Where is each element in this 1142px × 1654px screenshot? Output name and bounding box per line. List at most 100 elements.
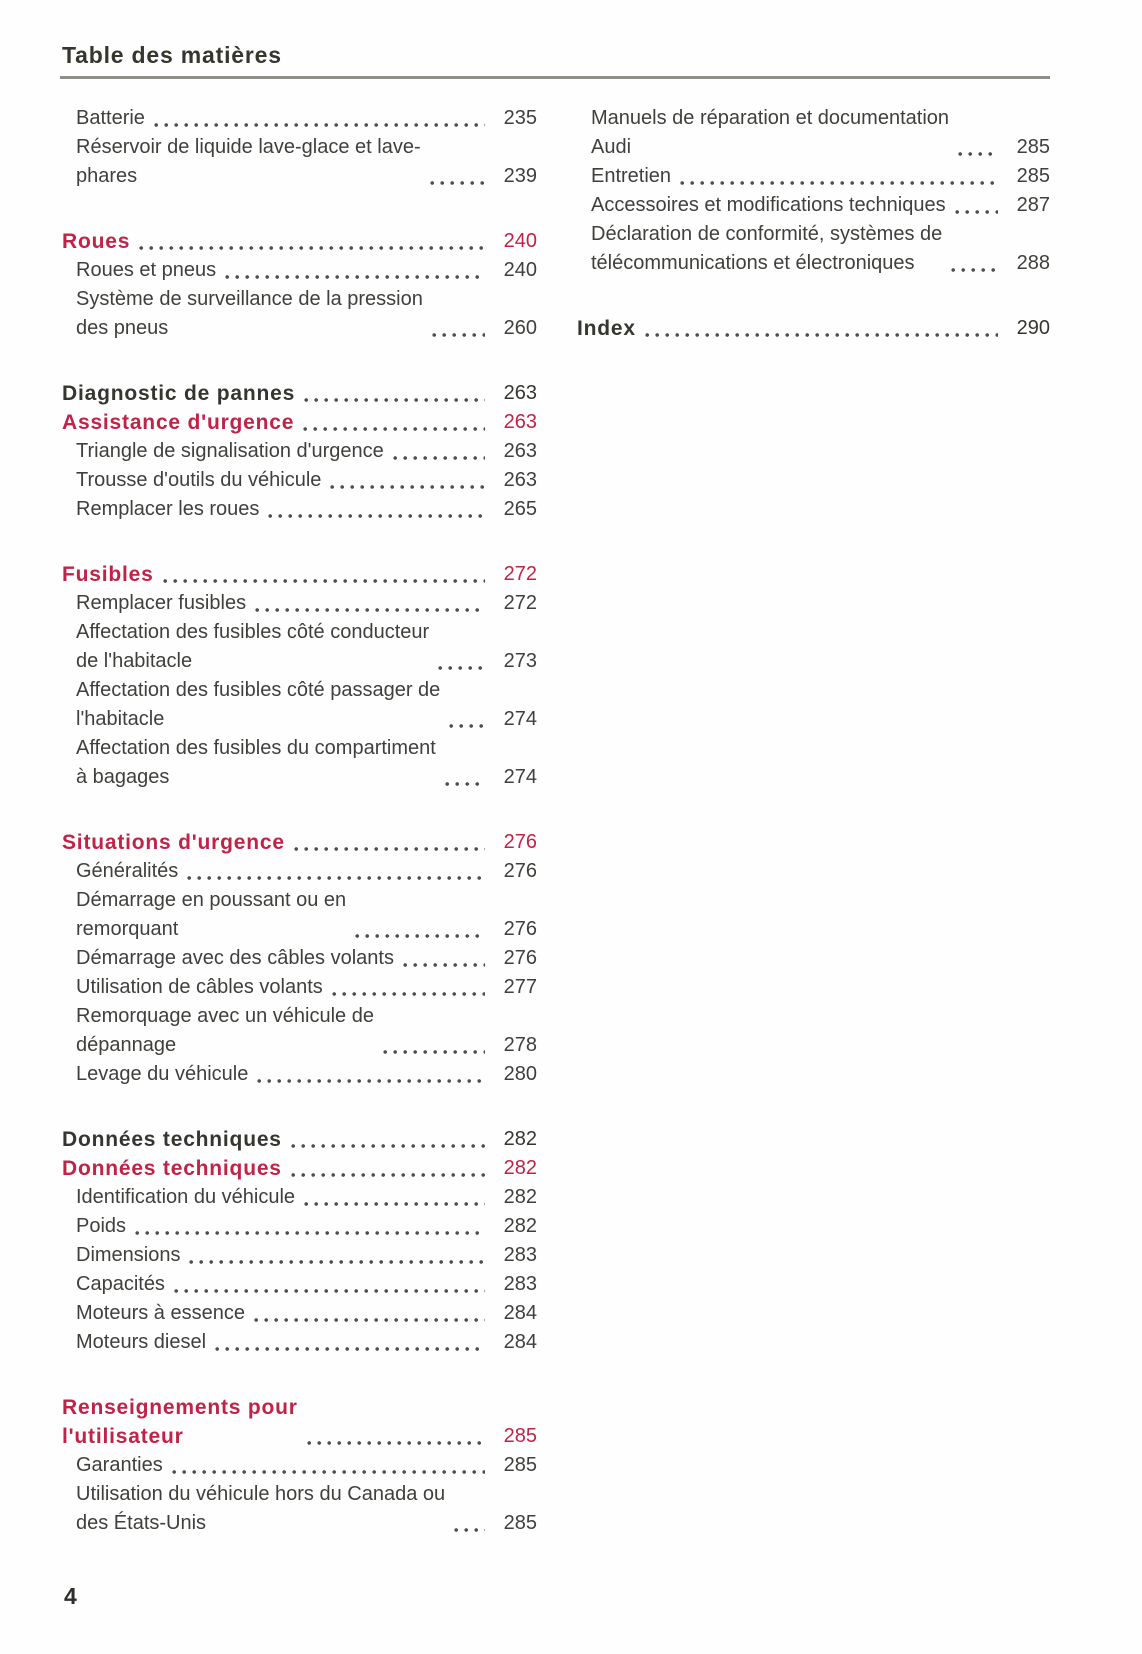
dot-leader [257,1078,485,1084]
toc-entry-label: Démarrage en poussant ou en remorquant [76,889,347,940]
toc-entry-label: Triangle de signalisation d'urgence [76,440,384,462]
toc-entry-page: 265 [503,498,537,520]
toc-entry-label: Données techniques [62,1128,282,1151]
toc-entry-label: Moteurs à essence [76,1302,245,1324]
toc-entry-page: 272 [503,592,537,614]
dot-leader [171,1469,485,1475]
toc-entry-page: 282 [503,1128,537,1150]
toc-entry-label: Garanties [76,1454,163,1476]
toc-section: Données techniques 282 Données techniques 2… [62,1125,537,1357]
toc-section: Roues 240 Roues et pneus 240 Système de surv… [62,227,537,343]
toc-entry: Utilisation du véhicule hors du Canada o… [62,1480,537,1538]
toc-section: Situations d'urgence 276 Généralités 276 Dém… [62,828,537,1089]
toc-entry: Généralités 276 [62,857,537,886]
toc-entry: Système de surveillance de la pression d… [62,285,537,343]
toc-entry: Entretien 285 [577,162,1050,191]
toc-entry-page: 290 [1016,317,1050,339]
toc-entry-label: Accessoires et modifications techniques [591,194,946,216]
dot-leader [162,578,485,584]
toc-entry-page: 240 [503,230,537,252]
dot-leader [215,1346,485,1352]
toc-entry: Accessoires et modifications techniques 2… [577,191,1050,220]
toc-entry-page: 276 [503,860,537,882]
toc-section: Renseignements pour l'utilisateur 285 Gara… [62,1393,537,1538]
toc-entry-label: Situations d'urgence [62,831,285,854]
toc-entry-label: Renseignements pour l'utilisateur [62,1396,298,1448]
toc-entry-label: Affectation des fusibles du compartiment… [76,737,436,788]
dot-leader [290,1172,485,1178]
toc-entry-label: Utilisation de câbles volants [76,976,323,998]
toc-entry-label: Utilisation du véhicule hors du Canada o… [76,1483,446,1534]
toc-entry-page: 282 [503,1186,537,1208]
toc-entry: Manuels de réparation et documentation A… [577,104,1050,162]
toc-entry-page: 280 [503,1063,537,1085]
toc-section: Fusibles 272 Remplacer fusibles 272 Affectat… [62,560,537,792]
toc-entry-label: Remplacer fusibles [76,592,247,614]
toc-entry-page: 263 [503,440,537,462]
dot-leader [268,513,485,519]
toc-entry: Utilisation de câbles volants 277 [62,973,537,1002]
toc-entry-page: 276 [503,918,537,940]
dot-leader [954,209,998,215]
toc-entry: Remplacer fusibles 272 [62,589,537,618]
toc-entry-label: Assistance d'urgence [62,411,295,434]
toc-entry: Remorquage avec un véhicule de dépannage… [62,1002,537,1060]
toc-entry-label: Système de surveillance de la pression d… [76,288,423,339]
toc-entry: Démarrage en poussant ou en remorquant 27… [62,886,537,944]
toc-entry-label: Moteurs diesel [76,1331,207,1353]
toc-entry-label: Manuels de réparation et documentation A… [591,107,950,158]
toc-section: Manuels de réparation et documentation A… [577,104,1050,278]
toc-entry-page: 285 [503,1512,537,1534]
toc-entry: Réservoir de liquide lave-glace et lave-… [62,133,537,191]
toc-entry-label: Capacités [76,1273,165,1295]
toc-entry-page: 239 [503,165,537,187]
toc-entry-label: Affectation des fusibles côté conducteur… [76,621,430,672]
toc-entry-label: Réservoir de liquide lave-glace et lave-… [76,136,421,187]
dot-leader [392,455,485,461]
toc-section: Index 290 [577,314,1050,343]
header-rule [60,76,1050,79]
toc-entry: Batterie 235 [62,104,537,133]
toc-entry: Assistance d'urgence 263 [62,408,537,437]
toc-entry-page: 284 [503,1331,537,1353]
dot-leader [429,180,485,186]
dot-leader [431,332,485,338]
toc-entry-page: 287 [1016,194,1050,216]
dot-leader [454,1527,485,1533]
dot-leader [303,426,485,432]
toc-entry-label: Dimensions [76,1244,181,1266]
toc-entry-page: 285 [1016,165,1050,187]
toc-entry-label: Démarrage avec des câbles volants [76,947,394,969]
toc-entry: Données techniques 282 [62,1154,537,1183]
toc-entry: Triangle de signalisation d'urgence 263 [62,437,537,466]
toc-entry: Dimensions 283 [62,1241,537,1270]
toc-entry-label: Remplacer les roues [76,498,260,520]
toc-entry: Diagnostic de pannes 263 [62,379,537,408]
toc-entry-label: Levage du véhicule [76,1063,249,1085]
footer-page-number: 4 [64,1583,78,1609]
toc-section: Batterie 235 Réservoir de liquide lave-gla… [62,104,537,191]
dot-leader [173,1288,485,1294]
toc-entry-label: Index [577,317,636,340]
dot-leader [355,933,485,939]
toc-entry: Trousse d'outils du véhicule 263 [62,466,537,495]
dot-leader [402,962,485,968]
dot-leader [153,122,485,128]
toc-entry: Fusibles 272 [62,560,537,589]
toc-entry-label: Affectation des fusibles côté passager d… [76,679,441,730]
toc-entry: Index 290 [577,314,1050,343]
toc-entry: Identification du véhicule 282 [62,1183,537,1212]
dot-leader [187,875,485,881]
toc-entry-page: 282 [503,1215,537,1237]
toc-entry-page: 284 [503,1302,537,1324]
dot-leader [255,607,485,613]
toc-left-column: Batterie 235 Réservoir de liquide lave-gla… [62,104,537,1538]
toc-entry: Affectation des fusibles du compartiment… [62,734,537,792]
dot-leader [135,1230,485,1236]
dot-leader [304,397,485,403]
toc-entry-label: Batterie [76,107,145,129]
toc-entry-page: 277 [503,976,537,998]
dot-leader [225,274,485,280]
toc-entry-page: 235 [503,107,537,129]
toc-entry-label: Identification du véhicule [76,1186,296,1208]
